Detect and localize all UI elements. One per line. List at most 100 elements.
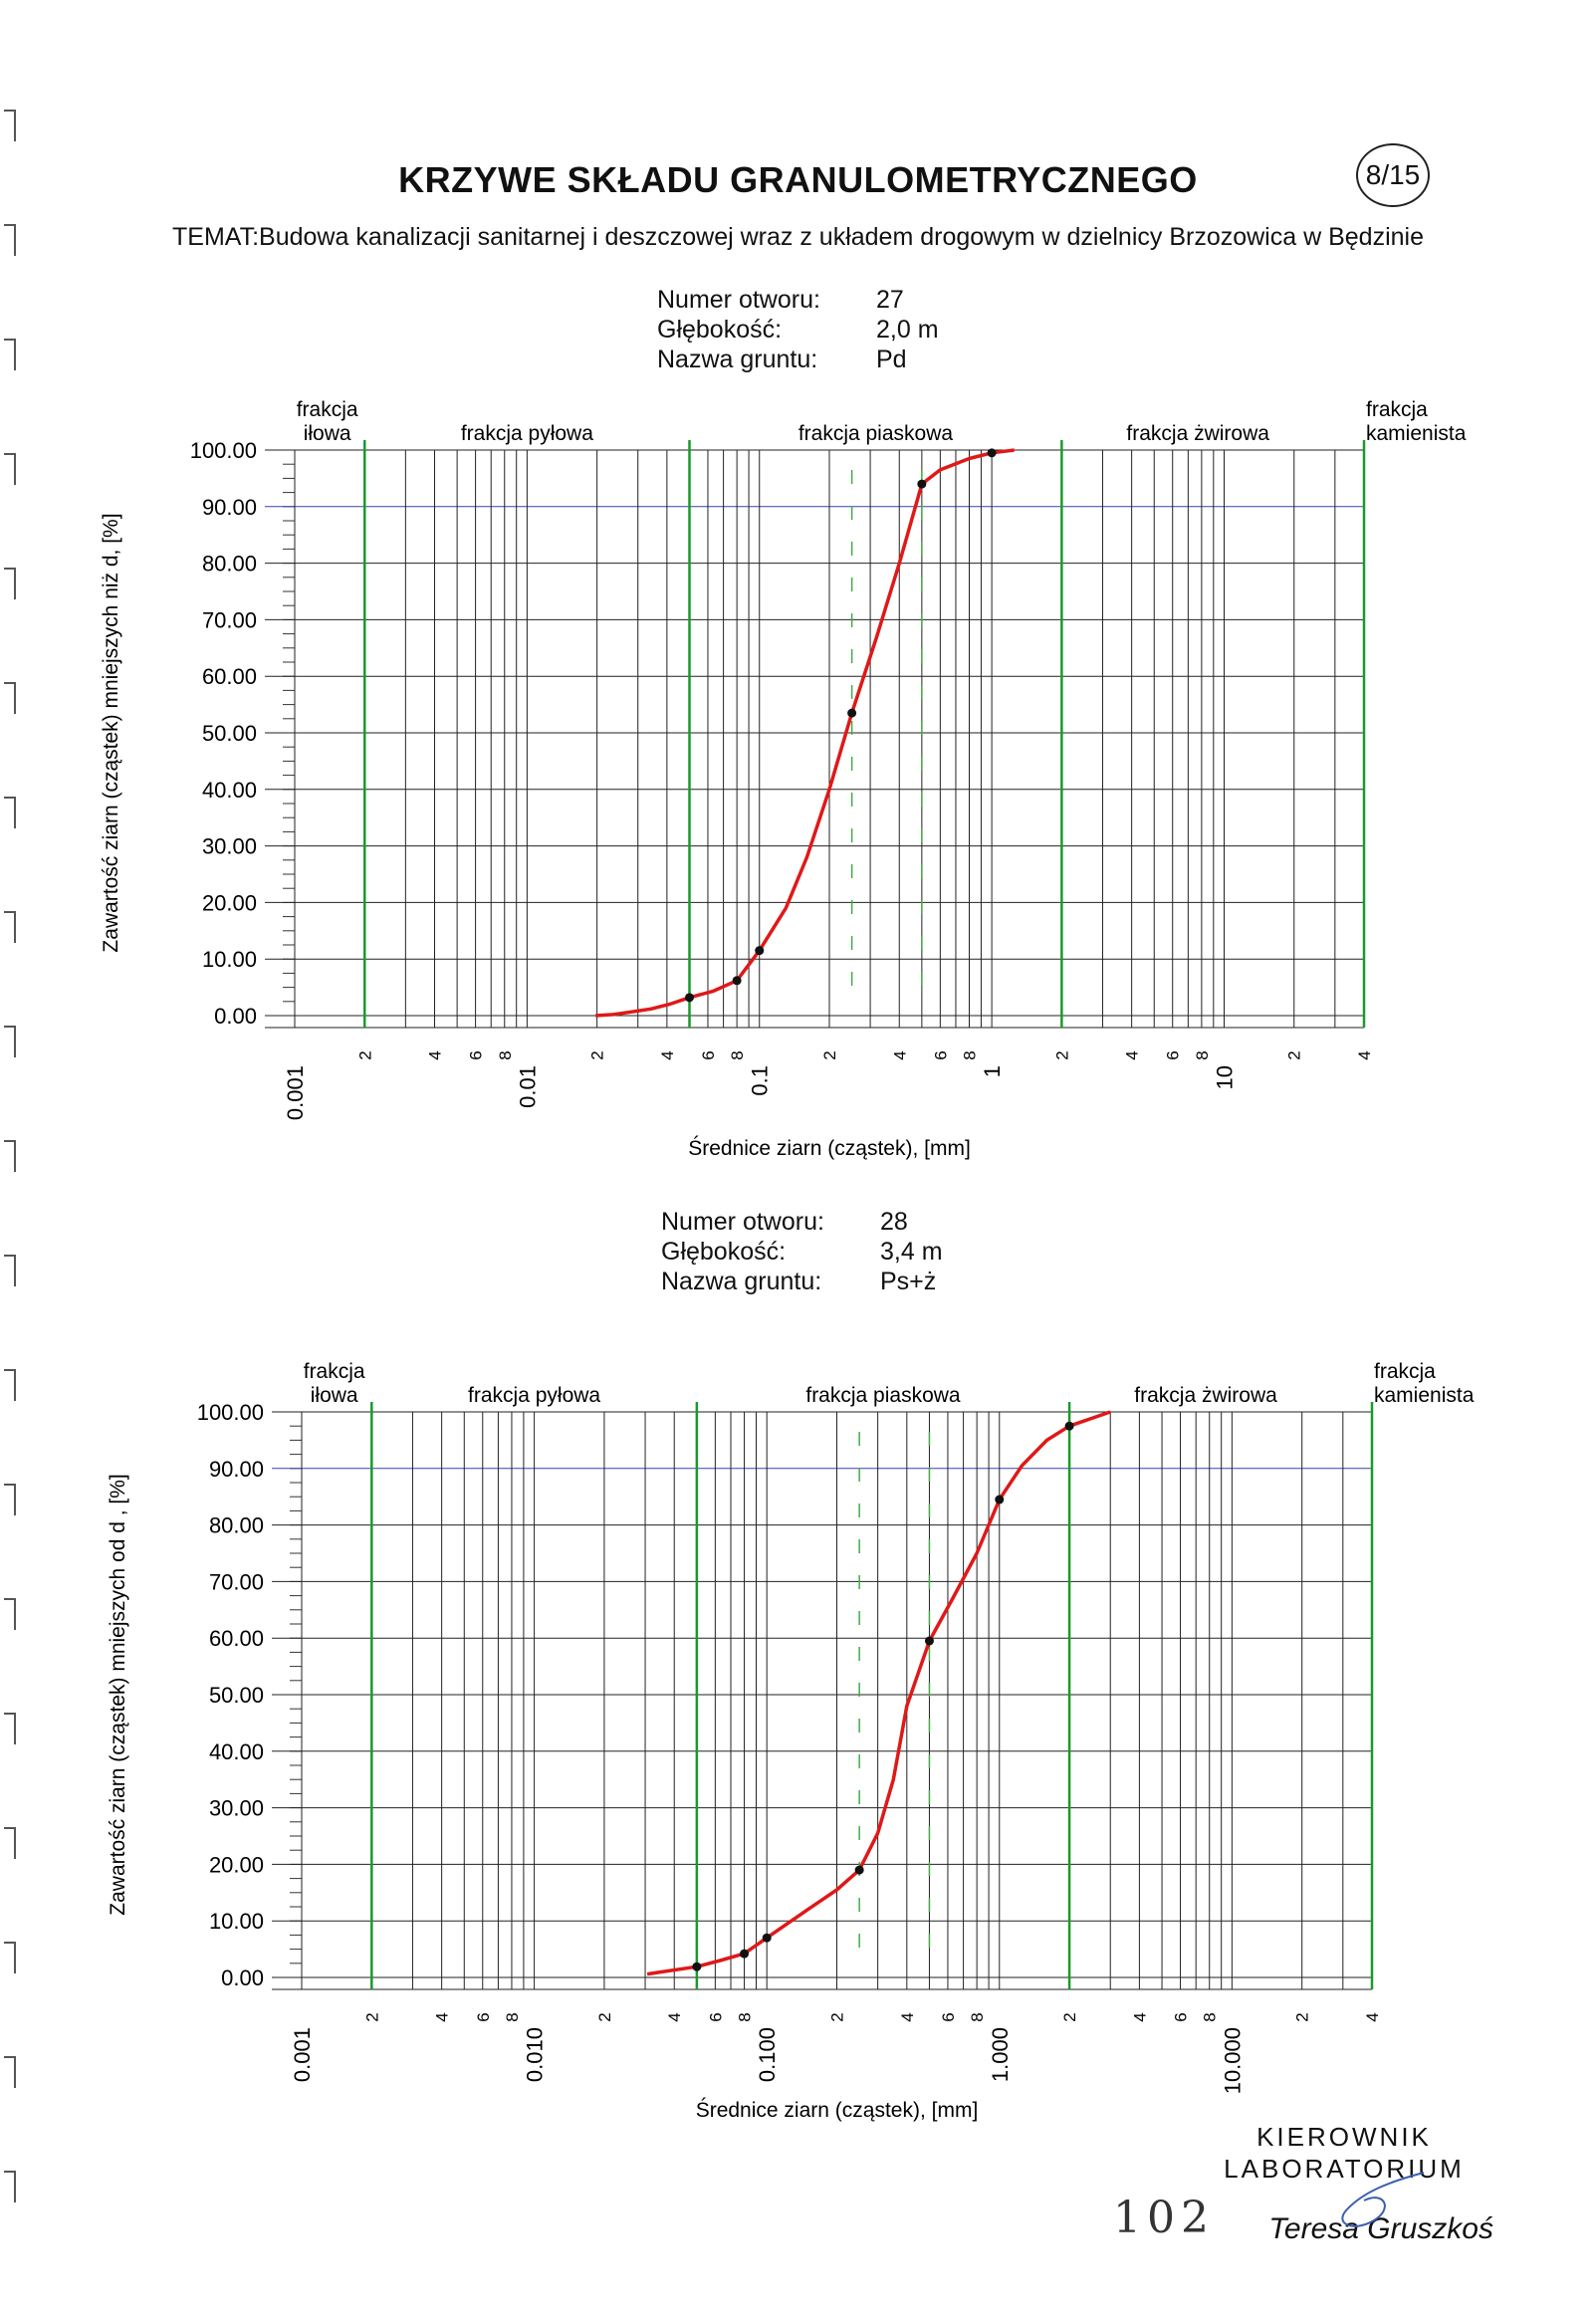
y-tick-label: 90.00 [209, 1457, 264, 1482]
sample2-value: Ps+ż [880, 1268, 937, 1295]
binding-mark [4, 224, 16, 256]
sample1-value: 27 [876, 286, 904, 314]
y-tick-label: 0.00 [221, 1965, 264, 1990]
x-minor-label: 8 [961, 1050, 980, 1059]
binding-mark [4, 1713, 16, 1744]
x-minor-label: 2 [1285, 1050, 1304, 1059]
x-major-label: 0.001 [283, 1065, 308, 1120]
subject-line: TEMAT:Budowa kanalizacji sanitarnej i de… [172, 223, 1424, 251]
x-minor-label: 4 [1130, 2012, 1149, 2021]
binding-mark [4, 2171, 16, 2202]
y-axis-title: Zawartość ziarn (cząstek) mniejszych niż… [100, 513, 122, 952]
binding-mark [4, 568, 16, 599]
fraction-label: frakcja kamienista [1366, 398, 1467, 445]
data-point [847, 708, 857, 718]
x-minor-label: 6 [474, 2012, 493, 2021]
sample1-row-soil: Nazwa gruntu: Pd [657, 345, 939, 374]
y-tick-label: 40.00 [209, 1739, 264, 1764]
y-tick-label: 30.00 [202, 834, 257, 859]
x-minor-label: 8 [1193, 1050, 1212, 1059]
y-tick-label: 20.00 [202, 890, 257, 915]
y-tick-label: 10.00 [202, 947, 257, 972]
x-minor-label: 8 [728, 1050, 747, 1059]
x-minor-label: 6 [1164, 1050, 1183, 1059]
x-major-label: 1 [980, 1065, 1005, 1077]
y-tick-label: 60.00 [209, 1626, 264, 1651]
x-minor-label: 2 [1052, 1050, 1071, 1059]
x-minor-label: 2 [1060, 2012, 1079, 2021]
data-point [740, 1949, 750, 1959]
x-minor-label: 4 [1355, 1050, 1374, 1059]
y-tick-label: 50.00 [202, 721, 257, 746]
x-minor-label: 6 [467, 1050, 486, 1059]
fraction-label: frakcja piaskowa [805, 1384, 961, 1407]
sample1-value: Pd [876, 346, 907, 373]
x-major-label: 0.100 [755, 2027, 780, 2082]
y-tick-label: 50.00 [209, 1683, 264, 1708]
binding-mark [4, 1484, 16, 1515]
x-minor-label: 4 [658, 1050, 677, 1059]
grading-curve [646, 1410, 1111, 1976]
x-minor-label: 4 [1363, 2012, 1382, 2021]
x-minor-label: 4 [1123, 1050, 1142, 1059]
sample2-row-borehole: Numer otworu: 28 [661, 1207, 943, 1237]
grain-size-chart-1: 0.0010.0020.0030.0040.0050.0060.0070.008… [100, 398, 1467, 1160]
x-minor-label: 4 [890, 1050, 909, 1059]
x-major-label: 10 [1212, 1065, 1237, 1089]
y-tick-label: 70.00 [209, 1569, 264, 1594]
x-minor-label: 6 [699, 1050, 718, 1059]
binding-mark [4, 797, 16, 828]
x-minor-label: 2 [588, 1050, 607, 1059]
fraction-label: frakcja żwirowa [1134, 1384, 1277, 1407]
x-major-label: 0.010 [523, 2027, 548, 2082]
sample1-label: Głębokość: [657, 316, 783, 344]
grain-size-chart-2: 0.0010.0020.0030.0040.0050.0060.0070.008… [107, 1360, 1475, 2122]
x-minor-label: 2 [355, 1050, 374, 1059]
x-minor-label: 2 [595, 2012, 614, 2021]
x-minor-label: 2 [828, 2012, 847, 2021]
sample1-label: Nazwa gruntu: [657, 346, 818, 373]
x-major-label: 10.000 [1220, 2027, 1245, 2094]
data-point [1064, 1421, 1074, 1431]
x-minor-label: 6 [1172, 2012, 1191, 2021]
binding-mark [4, 1026, 16, 1057]
y-tick-label: 0.00 [214, 1004, 257, 1029]
sample2-label: Nazwa gruntu: [661, 1268, 822, 1295]
x-minor-label: 8 [503, 2012, 522, 2021]
data-point [755, 946, 765, 956]
signature-flourish-icon [1341, 2172, 1425, 2227]
sample2-label: Numer otworu: [661, 1208, 824, 1236]
x-minor-label: 8 [968, 2012, 987, 2021]
y-tick-label: 10.00 [209, 1909, 264, 1934]
x-minor-label: 2 [820, 1050, 839, 1059]
sample1-label: Numer otworu: [657, 286, 820, 314]
y-tick-label: 100.00 [197, 1400, 264, 1425]
y-tick-label: 40.00 [202, 778, 257, 803]
data-point [732, 976, 742, 986]
data-point [924, 1636, 934, 1646]
fraction-label: frakcja pyłowa [468, 1384, 600, 1407]
page-number-badge: 8/15 [1356, 143, 1430, 207]
binding-mark [4, 1598, 16, 1630]
y-tick-label: 100.00 [190, 438, 257, 463]
binding-mark [4, 2056, 16, 2088]
sample2-value: 28 [880, 1208, 908, 1236]
sample2-label: Głębokość: [661, 1238, 787, 1266]
x-minor-label: 6 [939, 2012, 958, 2021]
y-tick-label: 30.00 [209, 1796, 264, 1821]
data-point [854, 1865, 864, 1875]
y-tick-label: 60.00 [202, 664, 257, 689]
fraction-label: frakcja kamienista [1374, 1360, 1475, 1407]
data-point [987, 448, 997, 458]
signature-name: Teresa Gruszkoś [1268, 2212, 1493, 2245]
binding-mark [4, 453, 16, 485]
binding-mark [4, 911, 16, 943]
x-minor-label: 6 [931, 1050, 950, 1059]
page-title: KRZYWE SKŁADU GRANULOMETRYCZNEGO [398, 159, 1198, 200]
x-major-label: 0.1 [748, 1065, 773, 1096]
signature-title-line1: KIEROWNIK [1256, 2122, 1432, 2152]
grading-curve [594, 448, 1015, 1018]
x-axis-title: Średnice ziarn (cząstek), [mm] [696, 2098, 979, 2122]
signature-title: KIEROWNIK LABORATORIUM [1195, 2121, 1493, 2185]
sample1-row-depth: Głębokość: 2,0 m [657, 315, 939, 345]
